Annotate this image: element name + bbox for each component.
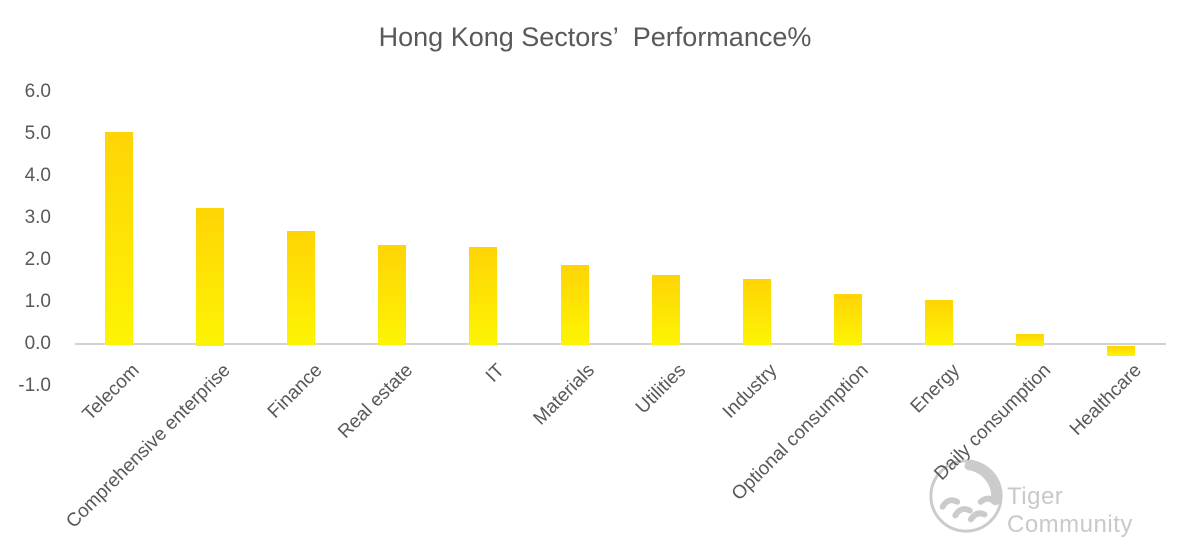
bar-optional-consumption [833,293,862,346]
y-axis-tick-label: 1.0 [24,291,51,312]
x-axis-line [75,343,1166,345]
bar-utilities [651,274,680,346]
watermark-text: Tiger Community [1007,483,1133,538]
bar-it [469,247,498,346]
x-axis-label-real-estate: Real estate [334,360,418,443]
bar-real-estate [378,245,407,346]
bar-industry [742,278,771,346]
y-axis-tick-label: 2.0 [24,249,51,270]
bar-materials [560,265,589,346]
x-axis-label-comprehensive-enterprise: Comprehensive enterprise [62,360,235,533]
y-axis-tick-label: 5.0 [24,123,51,144]
bar-telecom [105,131,133,346]
y-axis-tick-label: 3.0 [24,207,51,228]
chart-title: Hong Kong Sectors’ Performance% [378,22,812,52]
y-axis-tick-label: 6.0 [24,81,51,102]
x-axis-label-finance: Finance [263,360,327,423]
bar-healthcare [1107,345,1136,356]
x-axis-label-materials: Materials [529,360,600,430]
bar-daily-consumption [1016,333,1044,346]
bar-comprehensive-enterprise [196,207,225,346]
bar-energy [924,299,953,346]
tiger-circle-logo-icon [929,459,1003,533]
bar-finance [287,230,316,346]
x-axis-label-healthcare: Healthcare [1066,360,1146,440]
x-axis-label-it: IT [481,360,509,387]
x-axis-label-telecom: Telecom [78,360,144,425]
x-axis-label-utilities: Utilities [632,360,691,419]
y-axis-tick-label: 0.0 [24,333,51,354]
x-axis-label-energy: Energy [906,360,964,418]
x-axis-label-industry: Industry [718,360,782,423]
y-axis-tick-label: -1.0 [18,375,51,396]
y-axis-tick-label: 4.0 [24,165,51,186]
